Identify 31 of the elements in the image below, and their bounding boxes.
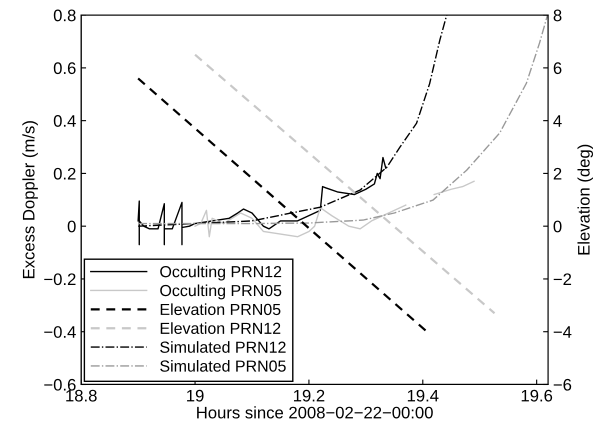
- line-series: [137, 15, 548, 224]
- y-tick-label: −0.6: [44, 378, 76, 391]
- legend-label: Elevation PRN12: [160, 322, 280, 334]
- legend-label: Occulting PRN05: [160, 284, 282, 300]
- y-tick-label: 0.2: [54, 168, 76, 180]
- y2-tick-label: −2: [554, 273, 572, 285]
- y-tick-label: 0.4: [54, 115, 76, 127]
- legend-label: Simulated PRN05: [160, 360, 286, 372]
- y2-tick-label: 6: [554, 62, 562, 74]
- x-tick-label: 19: [187, 390, 204, 402]
- x-tick-label: 18.8: [66, 390, 97, 402]
- legend-label: Occulting PRN12: [160, 266, 282, 280]
- y2-tick-label: 8: [554, 10, 562, 22]
- y-tick-label: 0.8: [54, 10, 76, 22]
- y2-axis-title: Elevation (deg): [577, 144, 593, 254]
- y2-tick-label: 2: [554, 168, 562, 180]
- y2-tick-label: 0: [554, 220, 562, 232]
- x-tick-label: 19.4: [408, 390, 439, 402]
- x-tick-label: 19.6: [522, 390, 552, 402]
- x-axis-title: Hours since 2008−02−22−00:00: [197, 406, 433, 419]
- y-axis-title: Excess Doppler (m/s): [22, 121, 38, 278]
- y-tick-label: −0.2: [44, 273, 76, 286]
- y-tick-label: 0.6: [54, 62, 76, 74]
- x-tick-label: 19.2: [294, 390, 324, 402]
- y-tick-label: 0: [68, 220, 76, 232]
- y2-tick-label: −4: [554, 326, 572, 338]
- legend-label: Elevation PRN05: [160, 303, 280, 316]
- y2-tick-label: 4: [553, 115, 562, 127]
- legend-label: Simulated PRN12: [160, 341, 286, 353]
- y-tick-label: −0.4: [44, 326, 76, 338]
- y2-tick-label: −6: [554, 378, 572, 391]
